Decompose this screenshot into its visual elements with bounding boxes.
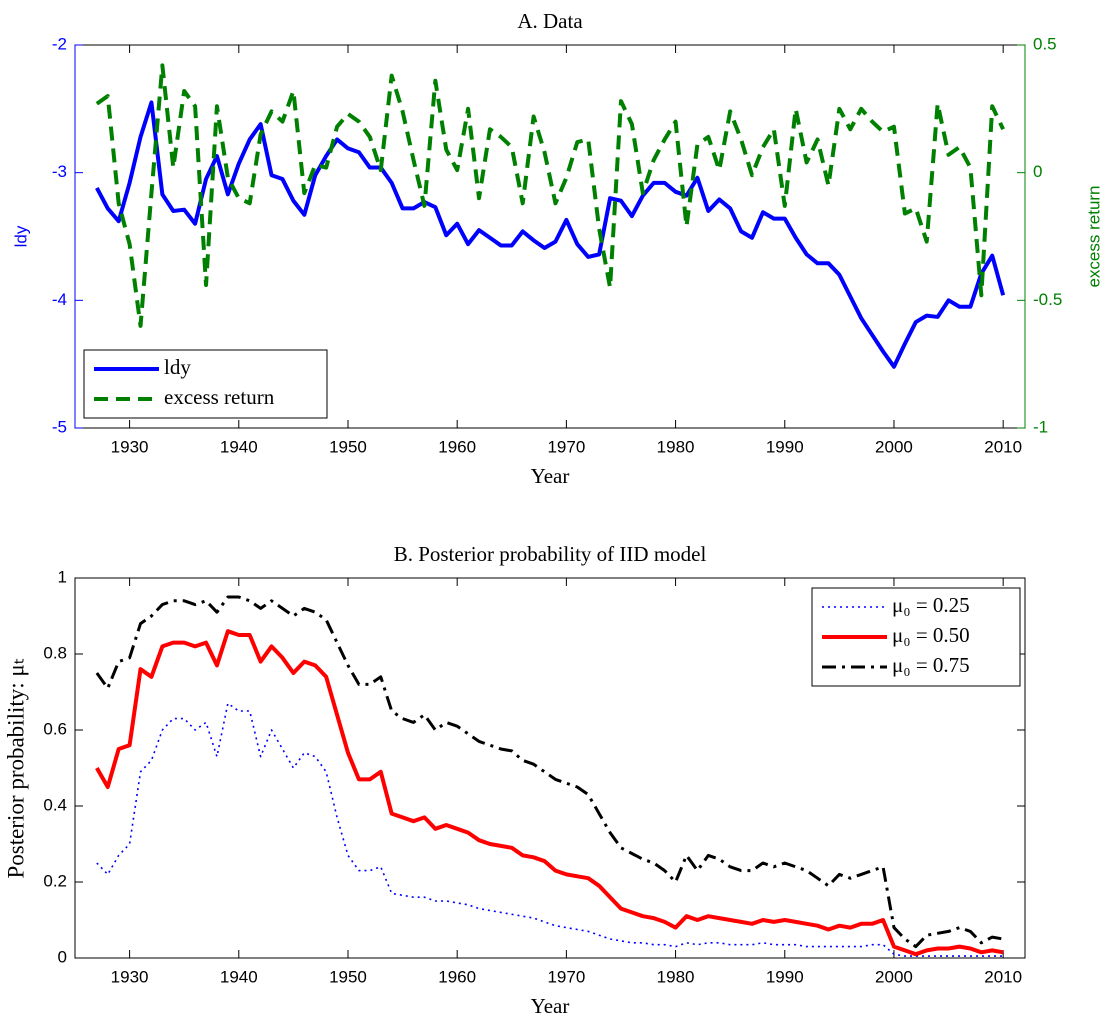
x-tick-label: 2010 (984, 437, 1022, 456)
data-line (95, 100, 1006, 369)
y-tick-label: 1 (58, 567, 67, 586)
legend-label: μ₀ = 0.50 (892, 623, 970, 647)
x-tick-label: 2000 (875, 437, 913, 456)
x-tick-label: 1940 (220, 437, 258, 456)
y-axis-label: Posterior probability: μₜ (3, 658, 28, 879)
chart-title: A. Data (517, 9, 583, 33)
x-tick-label: 1960 (438, 967, 476, 986)
data-line (96, 702, 1004, 957)
x-tick-label: 1980 (657, 437, 695, 456)
y-tick-label: 0.8 (43, 643, 67, 662)
data-line (95, 63, 1005, 328)
x-axis-label: Year (531, 464, 570, 488)
y2-axis-label: excess return (1084, 185, 1103, 287)
legend-label: μ₀ = 0.75 (892, 653, 970, 677)
y-tick-label: -3 (52, 162, 67, 181)
legend-label: excess return (164, 385, 275, 409)
legend-label: ldy (164, 355, 191, 379)
x-tick-label: 1930 (111, 967, 149, 986)
x-tick-label: 1970 (547, 967, 585, 986)
y-tick-label: 0.6 (43, 719, 67, 738)
x-tick-label: 2000 (875, 967, 913, 986)
y-tick-label: -4 (52, 290, 67, 309)
y-tick-label: 0.4 (43, 795, 67, 814)
x-tick-label: 1970 (547, 437, 585, 456)
chart-title: B. Posterior probability of IID model (394, 542, 707, 566)
y2-tick-label: -0.5 (1033, 290, 1062, 309)
x-tick-label: 1950 (329, 437, 367, 456)
y-axis-label: ldy (11, 225, 30, 247)
x-tick-label: 1960 (438, 437, 476, 456)
data-line (95, 595, 1004, 949)
legend-box (83, 349, 328, 419)
legend-label: μ₀ = 0.25 (892, 593, 970, 617)
x-axis-label: Year (531, 994, 570, 1018)
y-tick-label: 0.2 (43, 871, 67, 890)
y-tick-label: -2 (52, 34, 67, 53)
y2-tick-label: 0.5 (1033, 34, 1057, 53)
y2-tick-label: -1 (1033, 417, 1048, 436)
x-tick-label: 1990 (766, 967, 804, 986)
x-tick-label: 1980 (657, 967, 695, 986)
y-tick-label: -5 (52, 417, 67, 436)
x-tick-label: 1940 (220, 967, 258, 986)
data-line (95, 629, 1004, 957)
x-tick-label: 1930 (111, 437, 149, 456)
x-tick-label: 2010 (984, 967, 1022, 986)
x-tick-label: 1950 (329, 967, 367, 986)
y-tick-label: 0 (58, 947, 67, 966)
x-tick-label: 1990 (766, 437, 804, 456)
y2-tick-label: 0 (1033, 162, 1042, 181)
